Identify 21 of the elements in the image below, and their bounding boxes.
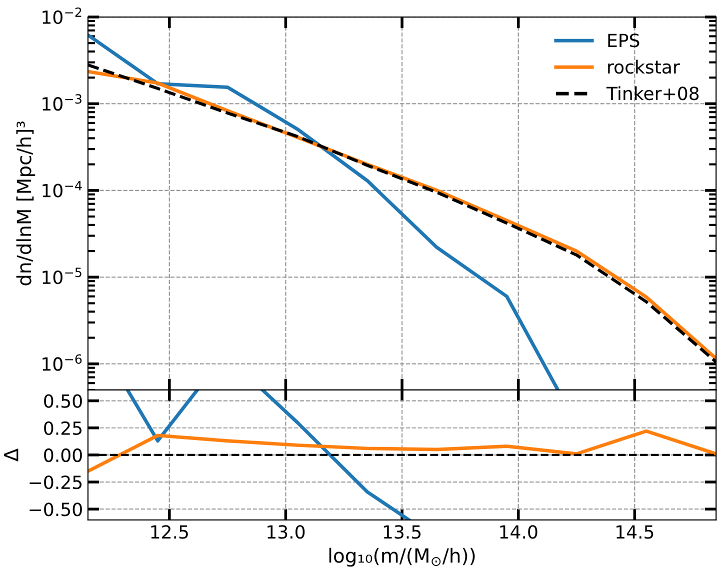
y-tick-label: 0.50: [44, 394, 82, 408]
y-axis-title: dn/dlnM [Mpc/h]³: [16, 122, 36, 286]
x-axis-title: log₁₀(m/(M$_{⊙}$/h)): [329, 548, 475, 567]
y-tick-label: −0.50: [30, 502, 82, 516]
x-tick-label: 14.5: [616, 525, 654, 539]
x-tick-label: 14.0: [500, 525, 538, 539]
y-tick-label: 10$^{−6}$: [42, 354, 82, 371]
legend-label: Tinker+08: [606, 86, 699, 100]
x-tick-label: 13.0: [268, 525, 305, 539]
y-tick-label: −0.25: [30, 475, 82, 490]
y-tick-label: 0.00: [44, 448, 82, 462]
x-tick-label: 13.5: [384, 525, 421, 539]
x-tick-label: 12.5: [151, 525, 188, 539]
y-tick-label: 10$^{−2}$: [42, 7, 82, 24]
y-axis-title: Δ: [4, 448, 18, 462]
legend-label: rockstar: [608, 60, 680, 74]
y-tick-label: 10$^{−4}$: [42, 181, 82, 198]
y-tick-label: 10$^{−3}$: [42, 94, 82, 111]
y-tick-label: 0.25: [44, 421, 82, 435]
legend-label: EPS: [608, 34, 640, 48]
y-tick-label: 10$^{−5}$: [42, 268, 82, 284]
